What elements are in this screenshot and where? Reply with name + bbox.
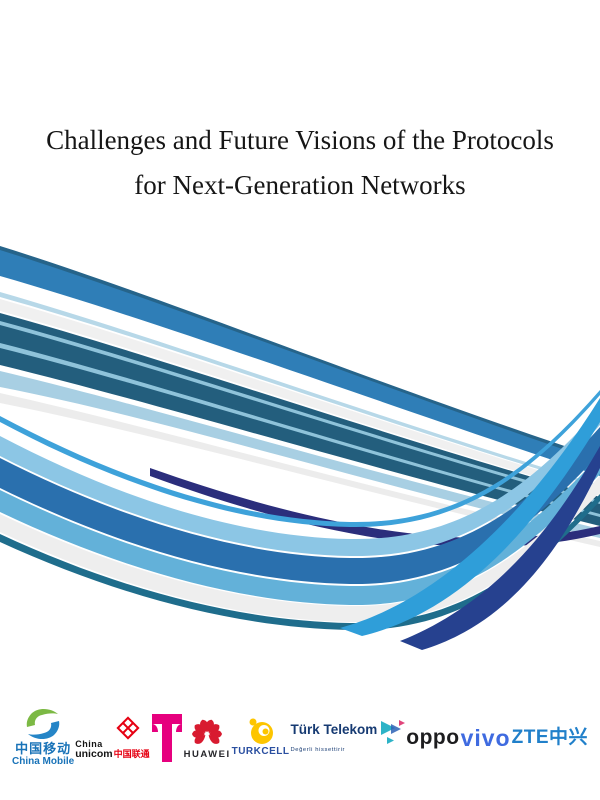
- logo-huawei: HUAWEI: [184, 717, 231, 760]
- turkcell-swirl-icon: [249, 718, 273, 745]
- logo-china-mobile: 中国移动 China Mobile: [12, 708, 74, 767]
- turk-telekom-tagline: Değerli hissettirir: [290, 746, 346, 753]
- title-line-2: for Next-Generation Networks: [134, 170, 466, 200]
- china-mobile-icon: [26, 709, 60, 740]
- telekom-t-icon: [151, 714, 182, 762]
- huawei-flower-icon: [192, 719, 223, 744]
- logo-turk-telekom: Türk Telekom Değerli hissettirir: [290, 719, 406, 753]
- unicom-line2: unicom中国联通: [75, 749, 149, 760]
- turkcell-wordmark: TURKCELL: [231, 746, 290, 758]
- partner-logo-strip: 中国移动 China Mobile China unicom中国联通: [0, 694, 600, 782]
- logo-turkcell: TURKCELL: [232, 718, 290, 758]
- oppo-wordmark: oppo: [406, 725, 460, 749]
- logo-china-unicom: China unicom中国联通: [75, 716, 150, 760]
- zte-wordmark: ZTE中兴: [511, 727, 588, 749]
- logo-vivo: vivo: [461, 726, 511, 750]
- unicom-line1: China: [75, 738, 103, 749]
- turk-telekom-triangles-icon: [381, 719, 406, 744]
- unicom-wordmark: unicom: [75, 748, 113, 761]
- unicom-knot-icon: [116, 716, 140, 740]
- document-title: Challenges and Future Visions of the Pro…: [0, 118, 600, 208]
- turk-telekom-wordmark: Türk Telekom: [290, 721, 378, 737]
- china-mobile-name-cn: 中国移动: [15, 741, 72, 757]
- china-mobile-name-en: China Mobile: [12, 756, 75, 768]
- title-line-1: Challenges and Future Visions of the Pro…: [46, 125, 554, 155]
- vivo-wordmark: vivo: [460, 724, 511, 751]
- logo-zte: ZTE中兴: [512, 728, 588, 748]
- huawei-wordmark: HUAWEI: [183, 748, 231, 760]
- logo-oppo: oppo: [406, 725, 460, 749]
- unicom-name-cn: 中国联通: [113, 749, 150, 760]
- logo-deutsche-telekom: [151, 712, 183, 764]
